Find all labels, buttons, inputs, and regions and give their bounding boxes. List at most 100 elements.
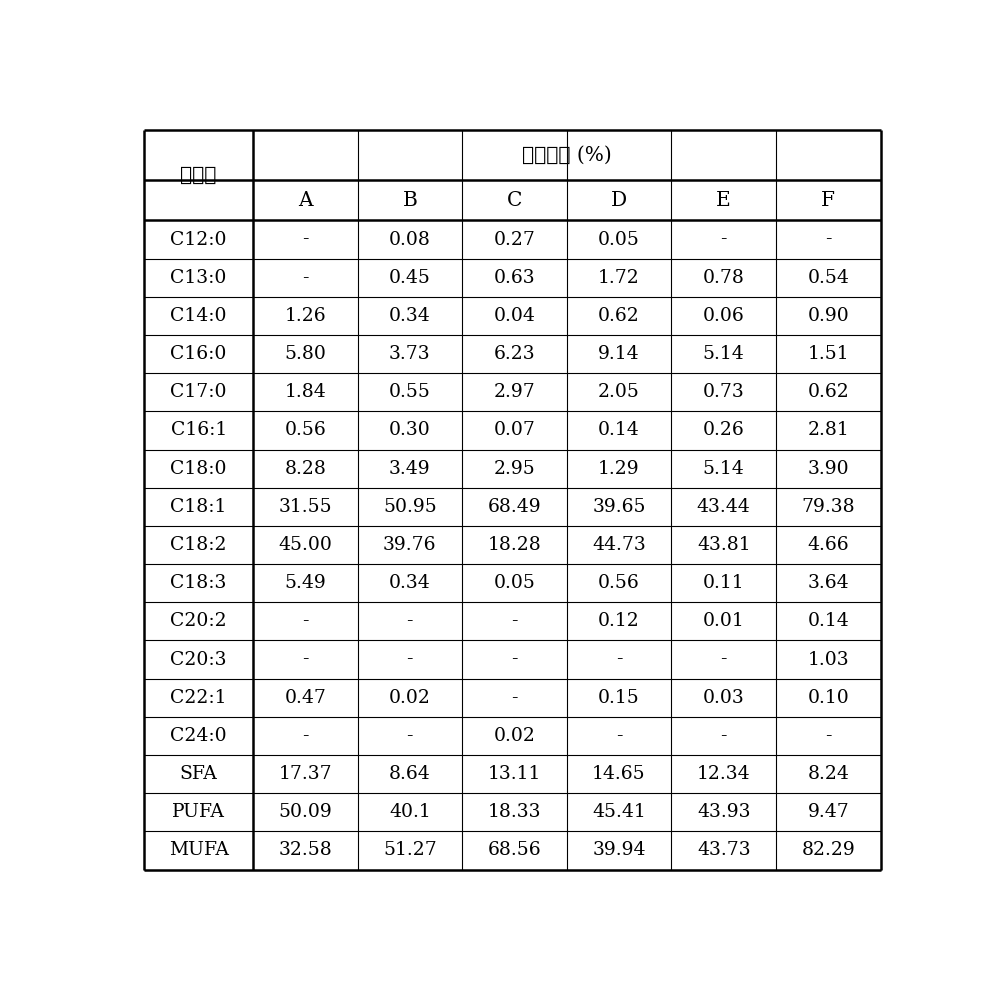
Text: 0.34: 0.34 — [389, 307, 431, 325]
Text: C24:0: C24:0 — [170, 727, 227, 744]
Text: 0.07: 0.07 — [494, 422, 535, 440]
Text: 0.08: 0.08 — [389, 231, 431, 248]
Text: 0.05: 0.05 — [494, 574, 535, 592]
Text: 脂肪酸: 脂肪酸 — [180, 166, 217, 185]
Text: -: - — [720, 650, 727, 668]
Text: B: B — [402, 191, 417, 210]
Text: 8.28: 8.28 — [284, 459, 326, 477]
Text: -: - — [407, 650, 413, 668]
Text: 0.62: 0.62 — [598, 307, 640, 325]
Text: -: - — [511, 689, 518, 707]
Text: 3.49: 3.49 — [389, 459, 431, 477]
Text: 39.76: 39.76 — [383, 536, 437, 554]
Text: 3.64: 3.64 — [808, 574, 849, 592]
Text: C16:1: C16:1 — [170, 422, 227, 440]
Text: 0.55: 0.55 — [389, 383, 431, 401]
Text: 68.56: 68.56 — [488, 842, 541, 859]
Text: 79.38: 79.38 — [802, 498, 855, 516]
Text: F: F — [821, 191, 835, 210]
Text: 0.06: 0.06 — [703, 307, 745, 325]
Text: 1.26: 1.26 — [284, 307, 326, 325]
Text: 0.54: 0.54 — [807, 268, 849, 287]
Text: -: - — [511, 650, 518, 668]
Text: -: - — [616, 727, 622, 744]
Text: 43.81: 43.81 — [697, 536, 750, 554]
Text: 5.14: 5.14 — [703, 346, 745, 363]
Text: PUFA: PUFA — [172, 803, 225, 822]
Text: 43.73: 43.73 — [697, 842, 750, 859]
Text: 0.30: 0.30 — [389, 422, 431, 440]
Text: 3.90: 3.90 — [808, 459, 849, 477]
Text: 相对含量 (%): 相对含量 (%) — [522, 146, 612, 165]
Text: 0.45: 0.45 — [389, 268, 431, 287]
Text: 0.34: 0.34 — [389, 574, 431, 592]
Text: 1.84: 1.84 — [284, 383, 326, 401]
Text: 18.28: 18.28 — [488, 536, 541, 554]
Text: 0.26: 0.26 — [703, 422, 745, 440]
Text: C18:3: C18:3 — [170, 574, 227, 592]
Text: 39.65: 39.65 — [592, 498, 646, 516]
Text: 0.63: 0.63 — [494, 268, 535, 287]
Text: 1.72: 1.72 — [598, 268, 640, 287]
Text: 12.34: 12.34 — [697, 765, 750, 783]
Text: 0.12: 0.12 — [598, 613, 640, 631]
Text: 18.33: 18.33 — [488, 803, 541, 822]
Text: 45.41: 45.41 — [592, 803, 646, 822]
Text: 2.81: 2.81 — [807, 422, 849, 440]
Text: C20:2: C20:2 — [170, 613, 227, 631]
Text: -: - — [302, 268, 308, 287]
Text: 32.58: 32.58 — [278, 842, 332, 859]
Text: -: - — [511, 613, 518, 631]
Text: C12:0: C12:0 — [170, 231, 227, 248]
Text: 0.47: 0.47 — [284, 689, 326, 707]
Text: D: D — [611, 191, 627, 210]
Text: 8.24: 8.24 — [807, 765, 849, 783]
Text: -: - — [302, 650, 308, 668]
Text: 0.90: 0.90 — [807, 307, 849, 325]
Text: -: - — [407, 613, 413, 631]
Text: 0.56: 0.56 — [598, 574, 640, 592]
Text: 3.73: 3.73 — [389, 346, 431, 363]
Text: 0.04: 0.04 — [494, 307, 535, 325]
Text: C: C — [507, 191, 522, 210]
Text: 1.51: 1.51 — [808, 346, 849, 363]
Text: 51.27: 51.27 — [383, 842, 437, 859]
Text: 2.97: 2.97 — [494, 383, 535, 401]
Text: 44.73: 44.73 — [592, 536, 646, 554]
Text: 31.55: 31.55 — [278, 498, 332, 516]
Text: 2.95: 2.95 — [494, 459, 535, 477]
Text: 1.03: 1.03 — [808, 650, 849, 668]
Text: 40.1: 40.1 — [389, 803, 431, 822]
Text: 1.29: 1.29 — [598, 459, 640, 477]
Text: -: - — [825, 231, 832, 248]
Text: 9.14: 9.14 — [598, 346, 640, 363]
Text: 17.37: 17.37 — [278, 765, 332, 783]
Text: 0.15: 0.15 — [598, 689, 640, 707]
Text: 6.23: 6.23 — [494, 346, 535, 363]
Text: 0.02: 0.02 — [494, 727, 535, 744]
Text: 0.56: 0.56 — [284, 422, 326, 440]
Text: 14.65: 14.65 — [592, 765, 646, 783]
Text: 13.11: 13.11 — [488, 765, 541, 783]
Text: 8.64: 8.64 — [389, 765, 431, 783]
Text: 0.05: 0.05 — [598, 231, 640, 248]
Text: 9.47: 9.47 — [807, 803, 849, 822]
Text: 4.66: 4.66 — [808, 536, 849, 554]
Text: 5.80: 5.80 — [284, 346, 326, 363]
Text: C18:1: C18:1 — [170, 498, 227, 516]
Text: 0.11: 0.11 — [703, 574, 744, 592]
Text: -: - — [616, 650, 622, 668]
Text: C16:0: C16:0 — [170, 346, 227, 363]
Text: 0.01: 0.01 — [703, 613, 745, 631]
Text: 0.02: 0.02 — [389, 689, 431, 707]
Text: C18:0: C18:0 — [170, 459, 227, 477]
Text: 0.14: 0.14 — [598, 422, 640, 440]
Text: 0.14: 0.14 — [807, 613, 849, 631]
Text: 50.95: 50.95 — [383, 498, 437, 516]
Text: E: E — [716, 191, 731, 210]
Text: 50.09: 50.09 — [278, 803, 332, 822]
Text: C17:0: C17:0 — [170, 383, 227, 401]
Text: 82.29: 82.29 — [801, 842, 855, 859]
Text: 0.73: 0.73 — [703, 383, 745, 401]
Text: -: - — [302, 613, 308, 631]
